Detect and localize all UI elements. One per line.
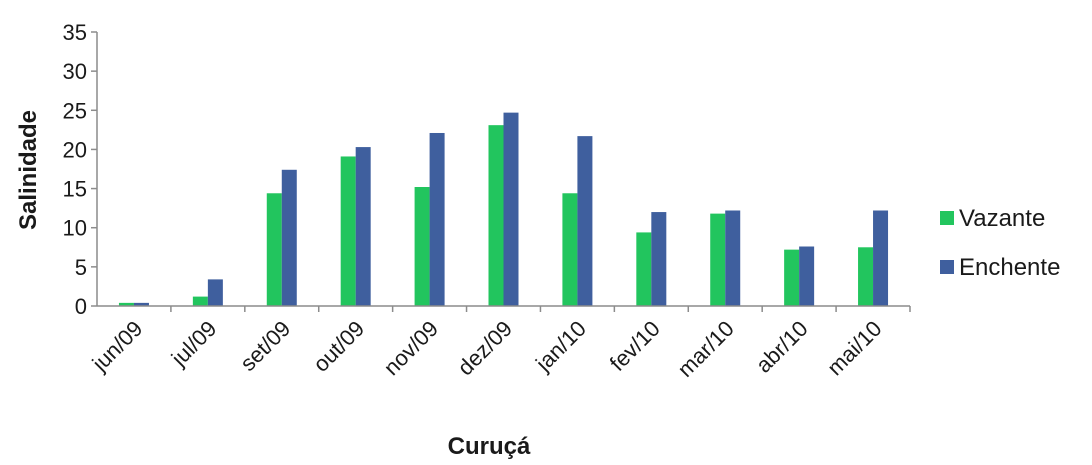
x-tick-label: jun/09 <box>87 316 148 377</box>
bar-vazante-jul-09 <box>192 296 208 306</box>
x-tick-label: mai/10 <box>822 316 886 380</box>
bar-vazante-jan-10 <box>562 193 578 306</box>
y-tick-label: 0 <box>75 294 87 319</box>
y-tick-label: 30 <box>63 59 87 84</box>
y-tick-label: 15 <box>63 177 87 202</box>
chart-legend: Vazante Enchente <box>940 205 1060 281</box>
bar-vazante-mar-10 <box>710 213 726 306</box>
bar-vazante-out-09 <box>340 156 356 306</box>
x-tick-label: set/09 <box>235 316 295 376</box>
bar-vazante-dez-09 <box>488 125 504 306</box>
bar-enchente-jan-10 <box>577 136 593 306</box>
chart-axes <box>96 32 910 307</box>
x-tick-label: jan/10 <box>530 316 591 377</box>
legend-label-enchente: Enchente <box>959 254 1060 281</box>
x-tick-label: nov/09 <box>379 316 443 380</box>
bar-group <box>118 112 889 307</box>
y-tick-label: 20 <box>63 137 87 162</box>
y-tick-label: 10 <box>63 216 87 241</box>
y-tick-label: 25 <box>63 98 87 123</box>
x-axis-title: Curuçá <box>448 433 531 460</box>
y-axis-ticks: 0 5 10 15 20 25 30 35 <box>63 20 97 319</box>
bar-vazante-fev-10 <box>636 232 652 306</box>
x-tick-label: jul/09 <box>166 316 222 372</box>
bar-enchente-mar-10 <box>725 210 741 306</box>
x-tick-label: dez/09 <box>453 316 517 380</box>
y-tick-label: 5 <box>75 255 87 280</box>
x-tick-label: fev/10 <box>605 316 665 376</box>
bar-enchente-out-09 <box>355 147 371 306</box>
legend-swatch-enchente <box>940 260 954 274</box>
y-tick-label: 35 <box>63 20 87 45</box>
bar-enchente-set-09 <box>281 169 297 306</box>
bar-enchente-jun-09 <box>133 302 149 306</box>
bar-enchente-dez-09 <box>503 112 519 307</box>
bar-vazante-jun-09 <box>118 302 134 306</box>
bar-enchente-jul-09 <box>207 279 223 306</box>
x-axis-ticks: jun/09 jul/09 set/09 out/09 nov/09 dez/09 jan/… <box>87 306 911 382</box>
bar-vazante-mai-10 <box>858 247 874 306</box>
bar-vazante-set-09 <box>266 193 282 306</box>
bar-vazante-nov-09 <box>414 187 430 306</box>
y-axis-title: Salinidade <box>15 110 42 230</box>
bar-vazante-abr-10 <box>784 249 800 306</box>
bar-enchente-mai-10 <box>873 210 889 306</box>
bar-enchente-nov-09 <box>429 132 445 306</box>
bar-enchente-abr-10 <box>799 246 815 306</box>
legend-label-vazante: Vazante <box>959 205 1045 232</box>
x-tick-label: out/09 <box>308 316 369 377</box>
x-tick-label: abr/10 <box>751 316 813 378</box>
bar-enchente-fev-10 <box>651 212 667 306</box>
legend-swatch-vazante <box>940 211 954 225</box>
x-tick-label: mar/10 <box>673 316 739 382</box>
